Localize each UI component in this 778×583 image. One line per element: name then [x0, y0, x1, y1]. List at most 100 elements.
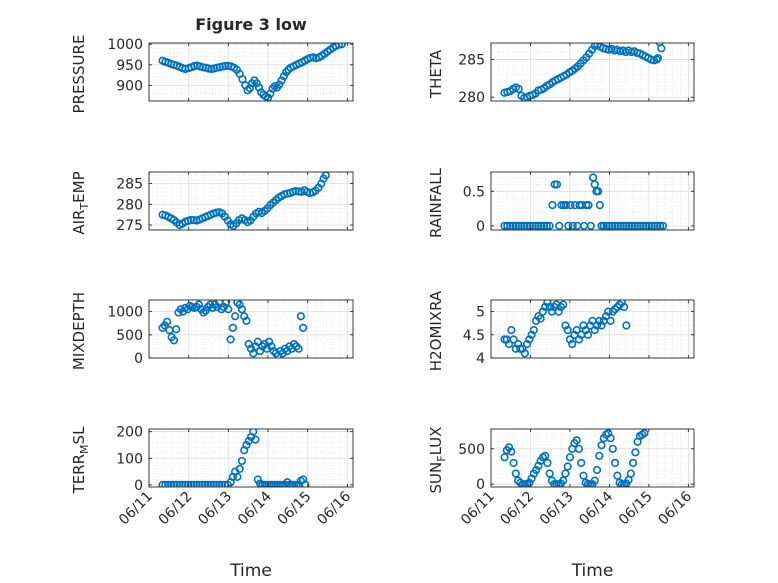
data-point — [334, 43, 343, 49]
data-point — [541, 451, 550, 460]
y-axis-label: MIXDEPTH — [70, 292, 88, 370]
data-point — [564, 221, 573, 230]
y-axis-label: THETA — [427, 49, 445, 99]
data-point — [606, 316, 615, 325]
data-series — [158, 429, 310, 487]
data-point — [178, 480, 187, 487]
data-point — [590, 476, 599, 485]
data-point — [568, 221, 577, 230]
data-point — [613, 471, 622, 480]
air-temp-panel: 275 280 285 AIRTEMP — [70, 171, 354, 235]
data-point — [563, 462, 572, 471]
data-point — [595, 201, 604, 210]
data-point — [568, 339, 577, 349]
data-point — [192, 480, 201, 487]
data-point — [158, 323, 167, 332]
data-point — [169, 336, 179, 345]
data-point — [528, 221, 537, 230]
y-tick-label: 0 — [476, 219, 485, 235]
axes-box — [490, 42, 695, 102]
data-point — [172, 480, 181, 487]
data-point — [209, 480, 218, 487]
data-point — [531, 221, 540, 230]
y-tick-label: 500 — [458, 442, 485, 458]
data-point — [242, 440, 251, 450]
data-point — [277, 76, 286, 85]
data-point — [511, 221, 520, 230]
data-point — [584, 201, 593, 210]
y-tick-label: 500 — [116, 328, 143, 344]
y-axis-label: H2OMIXRA — [427, 290, 445, 371]
data-point — [507, 326, 516, 335]
data-point — [622, 321, 631, 330]
data-point — [279, 72, 288, 81]
data-point — [212, 480, 221, 487]
data-point — [529, 326, 538, 335]
data-point — [164, 480, 173, 487]
y-tick-label: 900 — [116, 78, 143, 94]
data-point — [590, 43, 599, 51]
y-tick-label: 275 — [116, 218, 143, 234]
data-point — [503, 221, 512, 230]
data-point — [511, 469, 520, 478]
data-point — [509, 335, 518, 344]
y-axis-label: SUNFLUX — [427, 427, 448, 494]
data-point — [228, 323, 237, 332]
data-series — [158, 172, 330, 230]
data-point — [555, 221, 564, 230]
axes-box — [490, 428, 695, 488]
data-point — [158, 480, 167, 487]
data-point — [566, 201, 575, 210]
data-point — [231, 312, 240, 321]
data-point — [237, 305, 247, 314]
data-point — [175, 480, 184, 487]
data-point — [559, 476, 568, 485]
data-point — [275, 80, 284, 89]
x-axis-label: Time — [571, 561, 614, 581]
y-axis-label: TERRMSL — [70, 426, 91, 495]
data-point — [263, 93, 273, 101]
data-point — [522, 221, 532, 230]
data-point — [337, 43, 346, 49]
y-tick-label: 280 — [458, 90, 485, 106]
data-point — [608, 307, 617, 316]
data-point — [583, 330, 593, 339]
data-point — [548, 201, 557, 210]
data-point — [517, 221, 526, 230]
axes-box — [148, 299, 354, 359]
data-point — [539, 221, 549, 230]
data-point — [500, 453, 509, 462]
y-tick-label: 280 — [116, 197, 143, 213]
axes-box — [148, 171, 354, 231]
data-point — [203, 302, 213, 312]
data-point — [299, 323, 308, 332]
data-point — [610, 458, 620, 468]
data-point — [599, 221, 608, 230]
y-axis-label: RAINFALL — [427, 167, 445, 238]
data-point — [237, 456, 247, 466]
data-point — [504, 443, 514, 452]
y-axis-label: PRESSURE — [70, 35, 88, 114]
data-point — [577, 458, 586, 468]
y-tick-label: 5 — [476, 305, 485, 321]
data-point — [628, 458, 638, 468]
data-point — [610, 305, 620, 314]
data-point — [619, 221, 628, 230]
y-tick-label: 950 — [116, 58, 143, 74]
y-tick-label: 0.5 — [463, 184, 485, 200]
y-tick-label: 4.5 — [463, 328, 485, 344]
axes-box — [148, 42, 354, 102]
data-series — [500, 43, 666, 101]
data-point — [218, 480, 227, 487]
data-point — [574, 444, 584, 453]
data-point — [650, 221, 659, 230]
data-point — [537, 221, 546, 230]
figure-title: Figure 3 low — [195, 15, 307, 34]
y-tick-label: 0 — [134, 351, 143, 367]
data-point — [172, 325, 181, 334]
x-axis-label: Time — [229, 561, 272, 581]
data-point — [253, 475, 262, 484]
data-point — [169, 480, 179, 487]
data-point — [572, 326, 581, 335]
